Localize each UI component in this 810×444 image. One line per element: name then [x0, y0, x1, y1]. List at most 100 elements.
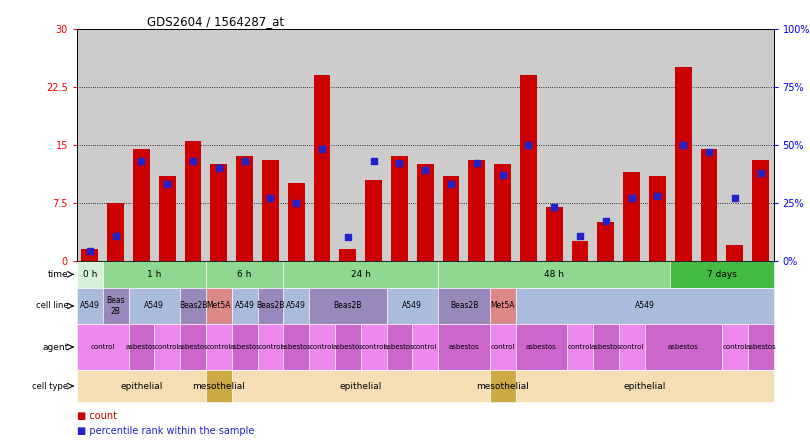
Text: control: control [413, 344, 437, 350]
Text: cell line: cell line [36, 301, 69, 310]
Text: 7 days: 7 days [707, 270, 737, 279]
Text: control: control [155, 344, 180, 350]
Bar [619, 324, 645, 370]
Bar [412, 324, 438, 370]
Point [238, 158, 251, 165]
Point [625, 194, 638, 202]
Bar [284, 261, 438, 288]
Point [651, 192, 664, 199]
Text: agent: agent [42, 342, 69, 352]
Bar [180, 324, 206, 370]
Text: mesothelial: mesothelial [193, 381, 245, 391]
Point [186, 158, 199, 165]
Bar [671, 261, 774, 288]
Bar [284, 288, 309, 324]
Text: ■ count: ■ count [77, 411, 117, 421]
Text: epithelial: epithelial [339, 381, 382, 391]
Bar [313, 75, 330, 261]
Bar [232, 324, 258, 370]
Bar [748, 324, 774, 370]
Bar [468, 160, 485, 261]
Point [471, 160, 484, 167]
Point [599, 218, 612, 225]
Bar [386, 324, 412, 370]
Text: Beas2B: Beas2B [450, 301, 478, 310]
Text: A549: A549 [80, 301, 100, 310]
Bar [103, 261, 206, 288]
Bar [360, 324, 386, 370]
Text: Beas2B: Beas2B [256, 301, 284, 310]
Bar [515, 370, 774, 402]
Bar [520, 75, 537, 261]
Text: Beas2B: Beas2B [334, 301, 362, 310]
Text: Beas2B: Beas2B [179, 301, 207, 310]
Bar [701, 149, 718, 261]
Bar [727, 245, 744, 261]
Text: control: control [310, 344, 335, 350]
Bar [515, 288, 774, 324]
Text: Met5A: Met5A [207, 301, 231, 310]
Bar [572, 242, 588, 261]
Text: GDS2604 / 1564287_at: GDS2604 / 1564287_at [147, 15, 284, 28]
Bar [155, 324, 180, 370]
Bar [262, 160, 279, 261]
Bar [438, 288, 490, 324]
Bar [258, 288, 283, 324]
Text: control: control [491, 344, 515, 350]
Bar [386, 288, 438, 324]
Bar [206, 288, 232, 324]
Bar [567, 324, 593, 370]
Point [522, 141, 535, 148]
Bar [593, 324, 619, 370]
Bar [417, 164, 433, 261]
Bar [82, 249, 98, 261]
Text: epithelial: epithelial [624, 381, 666, 391]
Bar [391, 156, 407, 261]
Text: asbestos: asbestos [745, 344, 776, 350]
Text: ■ percentile rank within the sample: ■ percentile rank within the sample [77, 426, 254, 436]
Bar [232, 370, 490, 402]
Text: asbestos: asbestos [177, 344, 208, 350]
Point [548, 204, 561, 211]
Text: control: control [361, 344, 386, 350]
Bar [438, 261, 671, 288]
Bar [722, 324, 748, 370]
Point [677, 141, 690, 148]
Text: A549: A549 [144, 301, 164, 310]
Point [341, 234, 354, 241]
Bar [490, 288, 515, 324]
Bar [284, 324, 309, 370]
Bar [288, 183, 305, 261]
Bar [598, 222, 614, 261]
Text: Beas
2B: Beas 2B [106, 296, 125, 316]
Point [419, 166, 432, 174]
Bar [107, 203, 124, 261]
Point [290, 199, 303, 206]
Bar [159, 176, 176, 261]
Point [160, 181, 173, 188]
Text: A549: A549 [403, 301, 422, 310]
Text: asbestos: asbestos [229, 344, 260, 350]
Bar [339, 249, 356, 261]
Bar [442, 176, 459, 261]
Bar [645, 324, 722, 370]
Bar [133, 149, 150, 261]
Text: 6 h: 6 h [237, 270, 252, 279]
Bar [77, 288, 103, 324]
Bar [232, 288, 258, 324]
Bar [211, 164, 228, 261]
Bar [258, 324, 283, 370]
Bar [129, 288, 180, 324]
Bar [77, 324, 129, 370]
Point [264, 194, 277, 202]
Text: control: control [258, 344, 283, 350]
Bar [103, 288, 129, 324]
Text: control: control [723, 344, 747, 350]
Text: control: control [568, 344, 592, 350]
Text: Met5A: Met5A [490, 301, 515, 310]
Point [109, 233, 122, 240]
Bar [515, 324, 567, 370]
Point [83, 248, 96, 255]
Bar [365, 179, 382, 261]
Bar [185, 141, 202, 261]
